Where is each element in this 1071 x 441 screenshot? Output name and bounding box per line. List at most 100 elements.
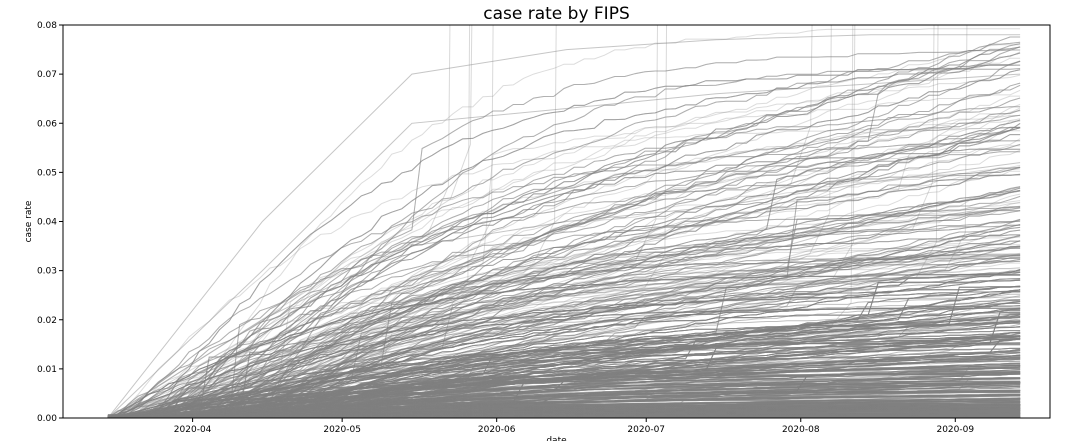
- series-line: [107, 46, 1021, 415]
- series-line: [107, 25, 668, 418]
- series-line: [107, 95, 1021, 418]
- series-line: [107, 220, 1021, 418]
- y-tick-label: 0.02: [37, 316, 57, 326]
- series-line: [107, 218, 1021, 417]
- x-axis-label: date: [546, 436, 567, 441]
- series-line: [107, 106, 1021, 416]
- series-line: [107, 186, 1021, 418]
- series-line: [107, 138, 1021, 418]
- series-line: [107, 257, 1021, 418]
- series-line: [107, 127, 1021, 418]
- series-line: [107, 399, 1021, 418]
- y-tick-label: 0.08: [37, 21, 57, 31]
- series-line: [107, 49, 1021, 416]
- series-line: [107, 43, 1021, 418]
- series-line: [107, 308, 1021, 418]
- series-line: [107, 46, 1021, 418]
- series-line: [107, 60, 1021, 418]
- series-line: [107, 97, 1021, 418]
- series-line: [107, 173, 1021, 418]
- series-line: [107, 234, 1021, 418]
- x-tick-label: 2020-08: [782, 425, 820, 435]
- series-line: [107, 210, 1021, 418]
- series-line: [107, 205, 1021, 418]
- series-line: [107, 69, 1021, 418]
- series-line: [107, 127, 1021, 418]
- series-line: [107, 114, 1021, 418]
- series-line: [107, 25, 494, 418]
- series-line: [107, 122, 1021, 417]
- series-line: [107, 162, 1021, 418]
- series-line: [107, 148, 1021, 417]
- y-tick-label: 0.01: [37, 365, 57, 375]
- series-line: [107, 114, 1021, 418]
- series-line: [107, 143, 1021, 418]
- series-line: [107, 46, 1021, 415]
- series-line: [107, 122, 1021, 417]
- series-line: [107, 174, 1021, 417]
- series-line: [107, 46, 1021, 418]
- series-line: [107, 286, 1021, 418]
- series-line: [107, 52, 1021, 416]
- series-line: [107, 84, 1021, 418]
- x-tick-label: 2020-09: [936, 425, 974, 435]
- series-line: [107, 25, 473, 418]
- series-line: [107, 189, 1021, 417]
- series-line: [107, 25, 854, 418]
- series-line: [107, 166, 1021, 418]
- series-line: [107, 404, 1021, 418]
- series-line: [107, 127, 1021, 416]
- series-line: [107, 248, 1021, 418]
- series-line: [107, 60, 1021, 418]
- x-axis: 2020-04 2020-05 2020-06 2020-07 2020-08 2020-…: [174, 418, 974, 435]
- series-line: [107, 148, 1021, 417]
- series-line: [107, 64, 1021, 418]
- series-line: [107, 97, 1021, 418]
- series-line: [107, 245, 1021, 418]
- series-line: [107, 69, 1021, 418]
- series-line: [107, 166, 1021, 417]
- x-tick-label: 2020-05: [323, 425, 361, 435]
- series-line: [107, 43, 1021, 418]
- series-line: [107, 210, 1021, 418]
- series-line: [107, 186, 1021, 418]
- series-line: [107, 218, 1021, 417]
- series-line: [107, 166, 1021, 418]
- series-line: [107, 332, 1021, 418]
- series-line: [107, 220, 1021, 418]
- series-line: [107, 127, 1021, 416]
- series-line: [107, 229, 1021, 418]
- series-line: [107, 25, 451, 418]
- series-line: [107, 173, 1021, 418]
- series-line: [107, 186, 1021, 418]
- series-line: [107, 28, 1021, 418]
- series-line: [107, 151, 1021, 418]
- series-line: [107, 148, 1021, 417]
- series-line: [107, 115, 1021, 418]
- series-line: [107, 189, 1021, 417]
- y-axis: 0.00 0.01 0.02 0.03 0.04 0.05 0.06 0.07 0.08: [37, 21, 63, 424]
- series-line: [107, 278, 1021, 418]
- y-tick-label: 0.00: [37, 414, 57, 424]
- series-line: [107, 278, 1021, 418]
- series-line: [107, 167, 1021, 418]
- series-line: [107, 371, 1021, 418]
- series-line: [107, 25, 832, 418]
- series-line: [107, 246, 1021, 418]
- series-line: [107, 41, 1021, 418]
- series-line: [107, 245, 1021, 418]
- series-line: [107, 257, 1021, 418]
- series-line: [107, 106, 1021, 416]
- series-line: [107, 64, 1021, 418]
- series-line: [107, 127, 1021, 418]
- series-line: [107, 106, 1021, 416]
- series-line: [107, 332, 1021, 418]
- series-line: [107, 122, 1021, 417]
- series-line: [107, 234, 1021, 418]
- series-line: [107, 41, 1021, 418]
- series-line: [107, 151, 1021, 418]
- chart-title: case rate by FIPS: [483, 4, 630, 24]
- series-line: [107, 245, 1021, 418]
- series-line: [107, 257, 1021, 418]
- series-line: [107, 60, 1021, 418]
